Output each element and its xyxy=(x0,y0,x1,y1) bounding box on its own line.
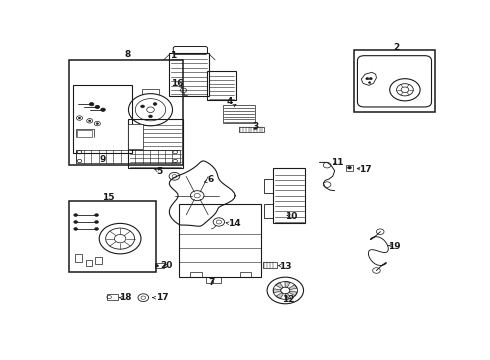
Circle shape xyxy=(95,228,98,230)
Circle shape xyxy=(74,214,77,216)
Bar xyxy=(76,150,180,163)
Circle shape xyxy=(89,120,91,122)
Circle shape xyxy=(148,115,152,118)
Text: 5: 5 xyxy=(156,167,162,176)
Bar xyxy=(240,273,251,278)
Text: 17: 17 xyxy=(155,293,168,302)
Bar xyxy=(170,53,209,96)
Text: 9: 9 xyxy=(99,155,105,164)
Text: 16: 16 xyxy=(171,79,183,88)
Bar xyxy=(179,204,261,278)
Text: 13: 13 xyxy=(279,262,292,271)
Bar xyxy=(128,123,143,149)
Text: 8: 8 xyxy=(124,50,131,59)
Circle shape xyxy=(78,117,81,119)
Polygon shape xyxy=(275,283,283,288)
Text: 4: 4 xyxy=(227,97,233,106)
Circle shape xyxy=(401,87,409,93)
Bar xyxy=(354,50,435,112)
Circle shape xyxy=(366,77,369,80)
Circle shape xyxy=(95,214,98,216)
Bar xyxy=(155,263,164,268)
Bar xyxy=(69,201,156,272)
Bar xyxy=(74,255,82,262)
Bar xyxy=(273,168,305,223)
Polygon shape xyxy=(285,282,290,287)
Circle shape xyxy=(96,123,98,125)
Bar xyxy=(69,60,183,165)
Circle shape xyxy=(89,103,94,106)
Bar xyxy=(77,130,93,136)
Bar xyxy=(73,85,131,153)
Circle shape xyxy=(74,221,77,223)
Bar xyxy=(96,257,102,264)
Polygon shape xyxy=(276,293,283,298)
Bar xyxy=(207,71,236,100)
Text: 12: 12 xyxy=(282,294,294,303)
Circle shape xyxy=(95,105,99,109)
Polygon shape xyxy=(289,291,297,296)
Circle shape xyxy=(155,265,158,267)
Circle shape xyxy=(141,105,145,108)
Text: 2: 2 xyxy=(393,43,400,52)
Bar xyxy=(222,105,255,123)
Text: 17: 17 xyxy=(360,165,372,174)
Bar xyxy=(346,165,353,171)
Text: 6: 6 xyxy=(207,175,214,184)
Polygon shape xyxy=(289,285,297,289)
Polygon shape xyxy=(286,293,291,299)
Circle shape xyxy=(347,166,351,169)
Circle shape xyxy=(74,228,77,230)
Text: 18: 18 xyxy=(119,293,131,302)
Text: 1: 1 xyxy=(170,51,176,60)
Circle shape xyxy=(153,103,157,105)
Bar xyxy=(239,127,264,132)
Text: 19: 19 xyxy=(389,242,401,251)
Text: 15: 15 xyxy=(102,193,114,202)
Bar xyxy=(128,120,183,168)
Circle shape xyxy=(101,108,105,111)
Text: 14: 14 xyxy=(228,220,241,229)
Text: 7: 7 xyxy=(208,278,215,287)
Bar xyxy=(86,260,92,266)
Text: 20: 20 xyxy=(161,261,173,270)
Circle shape xyxy=(368,82,371,84)
Text: 10: 10 xyxy=(285,212,297,221)
Text: 11: 11 xyxy=(331,158,344,167)
Circle shape xyxy=(95,221,98,223)
Text: 3: 3 xyxy=(252,122,259,131)
Bar xyxy=(263,262,277,268)
Circle shape xyxy=(369,77,372,80)
Bar xyxy=(190,273,202,278)
Bar xyxy=(107,294,118,300)
Polygon shape xyxy=(273,289,281,293)
